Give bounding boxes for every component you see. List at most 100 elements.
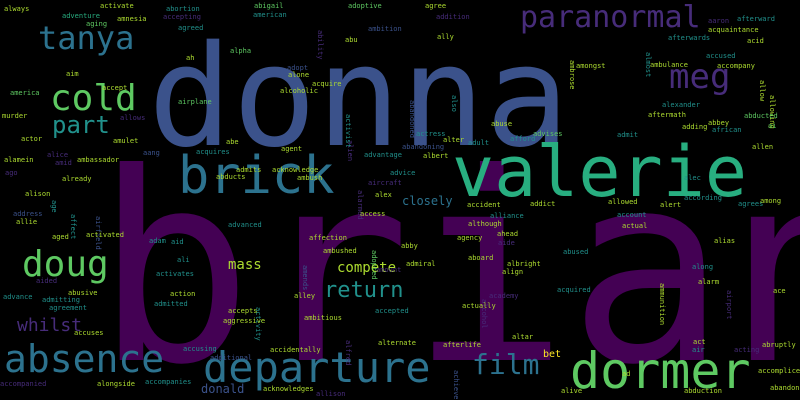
word-ambush: ambush <box>297 174 322 182</box>
word-advanced: advanced <box>228 221 262 229</box>
word-action: action <box>170 290 195 298</box>
word-abused: abused <box>563 248 588 256</box>
word-aboard: aboard <box>468 254 493 262</box>
word-donna: donna <box>148 16 569 179</box>
word-ago: ago <box>5 169 18 177</box>
word-murder: murder <box>2 112 27 120</box>
word-alpha: alpha <box>230 47 251 55</box>
word-brick: brick <box>178 146 335 206</box>
word-allison: allison <box>316 390 346 398</box>
word-aftermath: aftermath <box>648 111 686 119</box>
word-account: account <box>617 211 647 219</box>
word-activity: activity <box>254 307 262 341</box>
word-aaron: aaron <box>708 17 729 25</box>
word-address: address <box>13 210 43 218</box>
word-abduction: abduction <box>684 387 722 395</box>
word-abby: abby <box>401 242 418 250</box>
word-compete: compete <box>337 260 396 276</box>
word-alert: alert <box>660 201 681 209</box>
word-ali: ali <box>177 256 190 264</box>
word-brian: brian <box>95 117 800 400</box>
word-abducts: abducts <box>216 173 246 181</box>
word-also: also <box>450 95 458 112</box>
word-amulet: amulet <box>113 137 138 145</box>
word-activist: activist <box>344 114 352 148</box>
word-alongside: alongside <box>97 380 135 388</box>
word-african: african <box>712 126 742 134</box>
word-adopted: adopted <box>370 250 378 280</box>
word-achieve: achieve <box>452 370 460 400</box>
word-ambition: ambition <box>368 25 402 33</box>
word-abruptly: abruptly <box>762 341 796 349</box>
word-airport: airport <box>725 290 733 320</box>
word-affection: affection <box>309 234 347 242</box>
word-ambulance: ambulance <box>650 61 688 69</box>
word-alien: alien <box>346 140 354 161</box>
word-valerie: valerie <box>452 131 747 213</box>
word-allows: allows <box>120 114 145 122</box>
word-ally: ally <box>437 33 454 41</box>
word-dormer: dormer <box>570 342 751 400</box>
word-whilst: whilst <box>17 315 82 336</box>
word-academy: academy <box>489 292 519 300</box>
word-part: part <box>52 111 110 139</box>
word-advantage: advantage <box>364 151 402 159</box>
word-adam: adam <box>149 237 166 245</box>
word-airfield: airfield <box>94 216 102 250</box>
word-actor: actor <box>21 135 42 143</box>
word-age: age <box>50 200 58 213</box>
word-acquire: acquire <box>312 80 342 88</box>
word-advance: advance <box>3 293 33 301</box>
word-amount: amount <box>376 266 401 274</box>
word-accepts: accepts <box>228 307 258 315</box>
word-addict: addict <box>530 200 555 208</box>
word-aang: aang <box>143 149 160 157</box>
word-adoptive: adoptive <box>348 2 382 10</box>
word-albright: albright <box>507 260 541 268</box>
word-agreed: agreed <box>178 24 203 32</box>
word-aided: aided <box>36 277 57 285</box>
word-closely: closely <box>402 194 453 208</box>
word-amid: amid <box>55 159 72 167</box>
word-ace: ace <box>773 287 786 295</box>
word-abuse: abuse <box>491 120 512 128</box>
word-adding: adding <box>682 123 707 131</box>
word-amends: amends <box>301 265 309 290</box>
word-afterward: afterward <box>737 15 775 23</box>
word-alfred: alfred <box>344 340 352 365</box>
word-additional: additional <box>210 354 252 362</box>
word-absence: absence <box>4 337 164 381</box>
word-ambitious: ambitious <box>304 314 342 322</box>
word-american: american <box>253 11 287 19</box>
word-align: align <box>502 268 523 276</box>
word-addition: addition <box>436 13 470 21</box>
word-ai: ai <box>768 122 776 130</box>
word-alarm: alarm <box>698 278 719 286</box>
word-already: already <box>62 175 92 183</box>
word-ad: ad <box>622 370 630 378</box>
word-actual: actual <box>622 222 647 230</box>
word-admitted: admitted <box>154 300 188 308</box>
word-aim: aim <box>66 70 79 78</box>
word-alone: alone <box>288 71 309 79</box>
word-accompany: accompany <box>717 62 755 70</box>
word-alliance: alliance <box>490 212 524 220</box>
word-aging: aging <box>86 20 107 28</box>
word-acting: acting <box>734 346 759 354</box>
word-admit: admit <box>617 131 638 139</box>
word-aid: aid <box>171 238 184 246</box>
word-alive: alive <box>561 387 582 395</box>
word-abortion: abortion <box>166 5 200 13</box>
word-aide: aide <box>498 239 515 247</box>
word-always: always <box>4 5 29 13</box>
word-accuses: accuses <box>74 329 104 337</box>
word-cold: cold <box>50 78 137 119</box>
word-alley: alley <box>294 292 315 300</box>
word-paranormal: paranormal <box>520 0 701 35</box>
word-alias: alias <box>714 237 735 245</box>
word-aged: aged <box>52 233 69 241</box>
word-ability: ability <box>316 30 324 60</box>
word-acquires: acquires <box>196 148 230 156</box>
word-activate: activate <box>100 2 134 10</box>
word-afford: afford <box>510 135 535 143</box>
